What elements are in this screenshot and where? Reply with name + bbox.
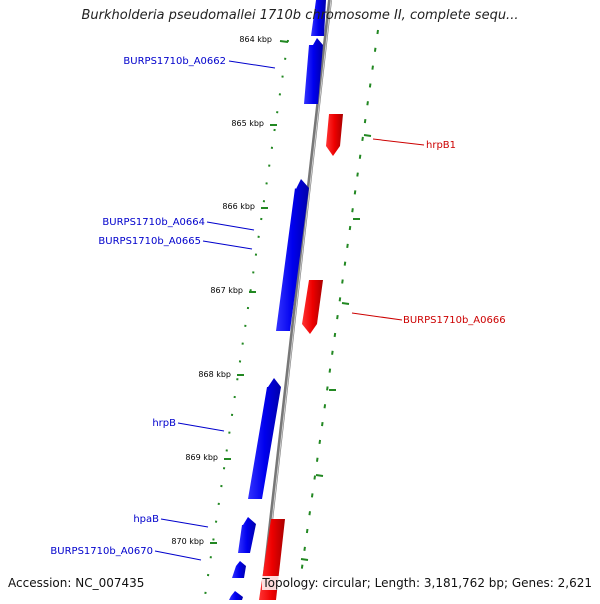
chromosome-backbone xyxy=(260,0,332,601)
gc-ticks-right xyxy=(300,134,372,561)
gene-feature-A0664-A0665[interactable] xyxy=(276,179,309,331)
scale-tick-866: 866 kbp xyxy=(222,202,268,211)
gene-label-BURPS1710b_A0670[interactable]: BURPS1710b_A0670 xyxy=(50,546,153,557)
scale-label: 870 kbp xyxy=(171,537,204,546)
gene-feature-bottom-partial[interactable] xyxy=(229,591,243,600)
scale-tick-864: 864 kbp xyxy=(239,35,289,44)
gene-feature-hrpB[interactable] xyxy=(248,378,281,499)
scale-tick-867: 867 kbp xyxy=(210,286,256,295)
accession-info: Accession: NC_007435 xyxy=(8,576,145,590)
leader-line xyxy=(228,60,276,69)
gene-feature-hpaB[interactable] xyxy=(238,517,256,553)
scale-tick-870: 870 kbp xyxy=(171,537,217,546)
scale-label: 869 kbp xyxy=(185,453,218,462)
gene-label-hrpB1[interactable]: hrpB1 xyxy=(426,140,456,151)
gene-feature-hrpB1[interactable] xyxy=(326,114,343,156)
leader-line xyxy=(372,138,425,146)
gene-feature-A0670[interactable] xyxy=(232,561,246,578)
topology-info: Topology: circular; Length: 3,181,762 bp… xyxy=(262,576,592,590)
leader-line xyxy=(351,312,403,321)
leader-line xyxy=(206,221,255,231)
leader-line xyxy=(160,518,209,528)
gene-label-hpaB[interactable]: hpaB xyxy=(133,514,159,525)
gene-label-BURPS1710b_A0662[interactable]: BURPS1710b_A0662 xyxy=(123,56,226,67)
leader-line xyxy=(177,422,225,432)
scale-label: 866 kbp xyxy=(222,202,255,211)
gene-feature-A0662[interactable] xyxy=(304,38,323,104)
scale-label: 868 kbp xyxy=(198,370,231,379)
scale-tick-868: 868 kbp xyxy=(198,370,244,379)
gene-label-BURPS1710b_A0664[interactable]: BURPS1710b_A0664 xyxy=(102,217,205,228)
scale-label: 867 kbp xyxy=(210,286,243,295)
gene-feature-top-partial[interactable] xyxy=(311,0,326,36)
gene-label-hrpB[interactable]: hrpB xyxy=(152,418,176,429)
scale-tick-865: 865 kbp xyxy=(231,119,277,128)
gene-label-BURPS1710b_A0666[interactable]: BURPS1710b_A0666 xyxy=(403,315,506,326)
scale-label: 864 kbp xyxy=(239,35,272,44)
gene-feature-A0666[interactable] xyxy=(302,280,323,334)
leader-line xyxy=(154,550,202,561)
map-title: Burkholderia pseudomallei 1710b chromoso… xyxy=(81,8,519,23)
leader-line xyxy=(202,240,253,250)
scale-tick-869: 869 kbp xyxy=(185,453,231,462)
scale-label: 865 kbp xyxy=(231,119,264,128)
gene-label-BURPS1710b_A0665[interactable]: BURPS1710b_A0665 xyxy=(98,236,201,247)
gc-track-left xyxy=(204,39,289,597)
